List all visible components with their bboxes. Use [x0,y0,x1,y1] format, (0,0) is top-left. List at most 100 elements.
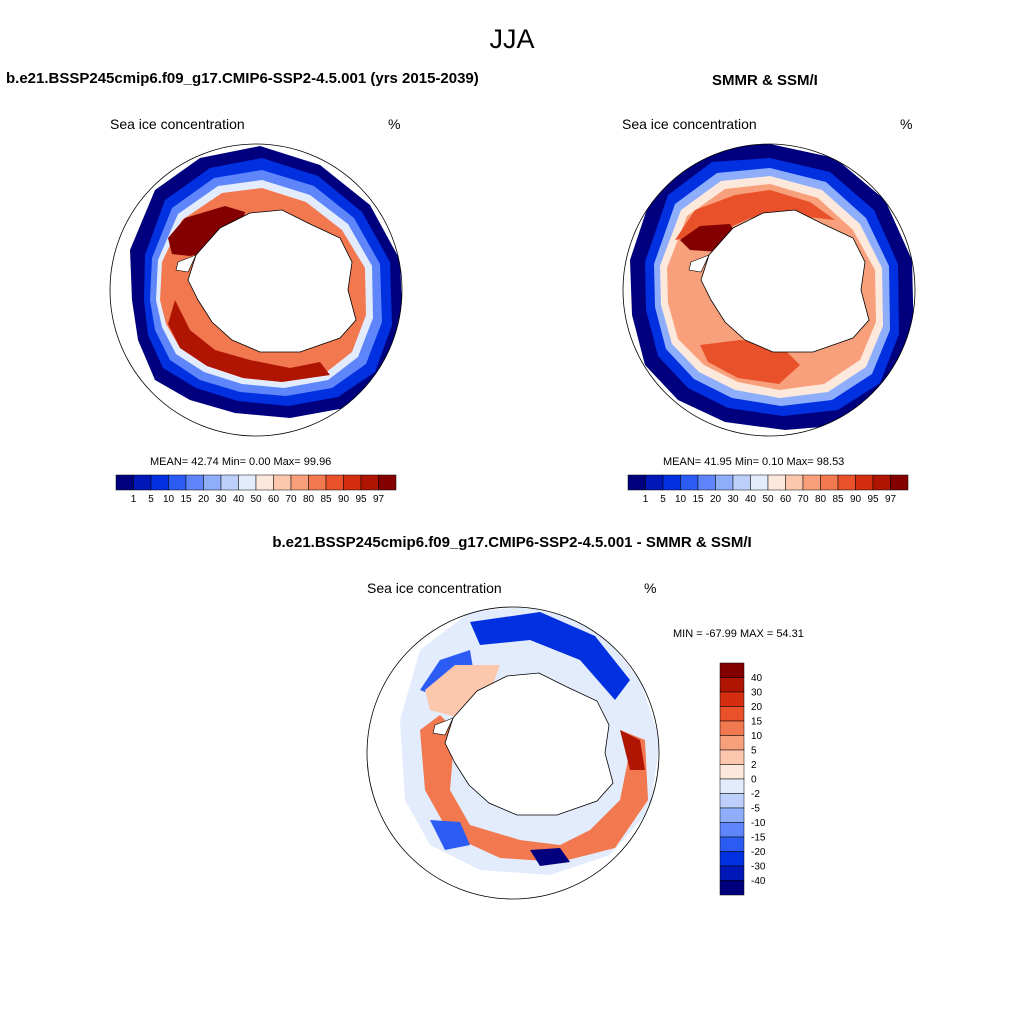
panel3-units: % [644,580,657,596]
cbar3-swatch [719,749,745,765]
cbar3-tick: -40 [751,876,766,887]
cbar3-swatch [719,778,745,794]
cbar2-swatch [645,474,664,491]
cbar1-tick: 97 [373,494,385,505]
cbar3-swatch [719,807,745,823]
map-diff [366,606,660,900]
cbar1-swatch [150,474,169,491]
cbar3-tick: 0 [751,775,757,786]
cbar1-swatch [185,474,204,491]
cbar1-swatch [290,474,309,491]
cbar2-tick: 85 [832,494,844,505]
cbar1-tick: 5 [148,494,154,505]
page-title: JJA [489,24,535,54]
cbar3-tick: 40 [751,673,763,684]
cbar2-tick: 97 [885,494,897,505]
cbar2-swatch [855,474,874,491]
colorbar-model: 1 5 10 15 20 30 40 50 60 70 80 85 90 95 97 [115,474,397,505]
cbar1-tick: 30 [215,494,227,505]
cbar2-swatch [750,474,769,491]
cbar1-swatch [255,474,274,491]
panel1-title: b.e21.BSSP245cmip6.f09_g17.CMIP6-SSP2-4.… [6,70,479,87]
cbar3-swatch [719,720,745,736]
colorbar-obs: 1 5 10 15 20 30 40 50 60 70 80 85 90 95 97 [627,474,909,505]
cbar3-swatch [719,677,745,693]
cbar3-swatch [719,822,745,838]
cbar1-swatch [115,474,134,491]
cbar2-tick: 50 [762,494,774,505]
cbar2-swatch [767,474,786,491]
cbar1-tick: 20 [198,494,210,505]
cbar2-tick: 15 [692,494,704,505]
cbar3-swatch [719,851,745,867]
cbar2-tick: 20 [710,494,722,505]
cbar2-swatch [662,474,681,491]
cbar1-swatch [133,474,152,491]
cbar2-tick: 60 [780,494,792,505]
cbar1-tick: 50 [250,494,262,505]
cbar1-swatch [343,474,362,491]
cbar1-swatch [308,474,327,491]
cbar3-swatch [719,691,745,707]
cbar3-swatch [719,880,745,896]
panel3-stats: MIN = -67.99 MAX = 54.31 [673,628,804,640]
cbar1-tick: 70 [285,494,297,505]
cbar3-tick: -30 [751,862,766,873]
cbar3-tick: -15 [751,833,766,844]
cbar1-tick: 80 [303,494,315,505]
cbar2-tick: 1 [643,494,649,505]
cbar2-swatch [820,474,839,491]
panel2-stats: MEAN= 41.95 Min= 0.10 Max= 98.53 [663,456,845,468]
cbar2-swatch [802,474,821,491]
cbar3-tick: 5 [751,746,757,757]
cbar1-tick: 60 [268,494,280,505]
cbar1-tick: 95 [355,494,367,505]
cbar2-tick: 95 [867,494,879,505]
cbar2-swatch [785,474,804,491]
cbar3-swatch [719,735,745,751]
cbar3-tick: 30 [751,688,763,699]
cbar1-swatch [325,474,344,491]
cbar1-tick: 1 [131,494,137,505]
cbar2-swatch [680,474,699,491]
cbar3-tick: 20 [751,702,763,713]
cbar1-tick: 40 [233,494,245,505]
cbar3-swatch [719,706,745,722]
cbar3-tick: 15 [751,717,763,728]
cbar3-tick: 10 [751,731,763,742]
cbar3-swatch [719,764,745,780]
cbar3-swatch [719,865,745,881]
map-model [109,143,403,437]
cbar2-swatch [697,474,716,491]
cbar2-swatch [732,474,751,491]
cbar1-swatch [168,474,187,491]
cbar3-swatch [719,662,745,678]
cbar2-tick: 5 [660,494,666,505]
cbar1-swatch [273,474,292,491]
cbar1-swatch [360,474,379,491]
cbar2-tick: 90 [850,494,862,505]
cbar2-swatch [837,474,856,491]
cbar2-swatch [872,474,891,491]
cbar1-swatch [220,474,239,491]
cbar1-swatch [238,474,257,491]
cbar3-tick: 2 [751,760,757,771]
cbar3-swatch [719,793,745,809]
cbar3-tick: -2 [751,789,760,800]
panel3-variable: Sea ice concentration [367,580,502,596]
panel1-variable: Sea ice concentration [110,116,245,132]
cbar3-tick: -5 [751,804,760,815]
cbar2-tick: 70 [797,494,809,505]
map-obs [622,143,916,437]
cbar1-tick: 15 [180,494,192,505]
cbar1-tick: 90 [338,494,350,505]
panel2-units: % [900,116,913,132]
cbar1-swatch [203,474,222,491]
cbar3-swatch [719,836,745,852]
cbar2-swatch [715,474,734,491]
panel2-title: SMMR & SSM/I [712,72,818,89]
cbar1-swatch [378,474,397,491]
cbar1-tick: 10 [163,494,175,505]
